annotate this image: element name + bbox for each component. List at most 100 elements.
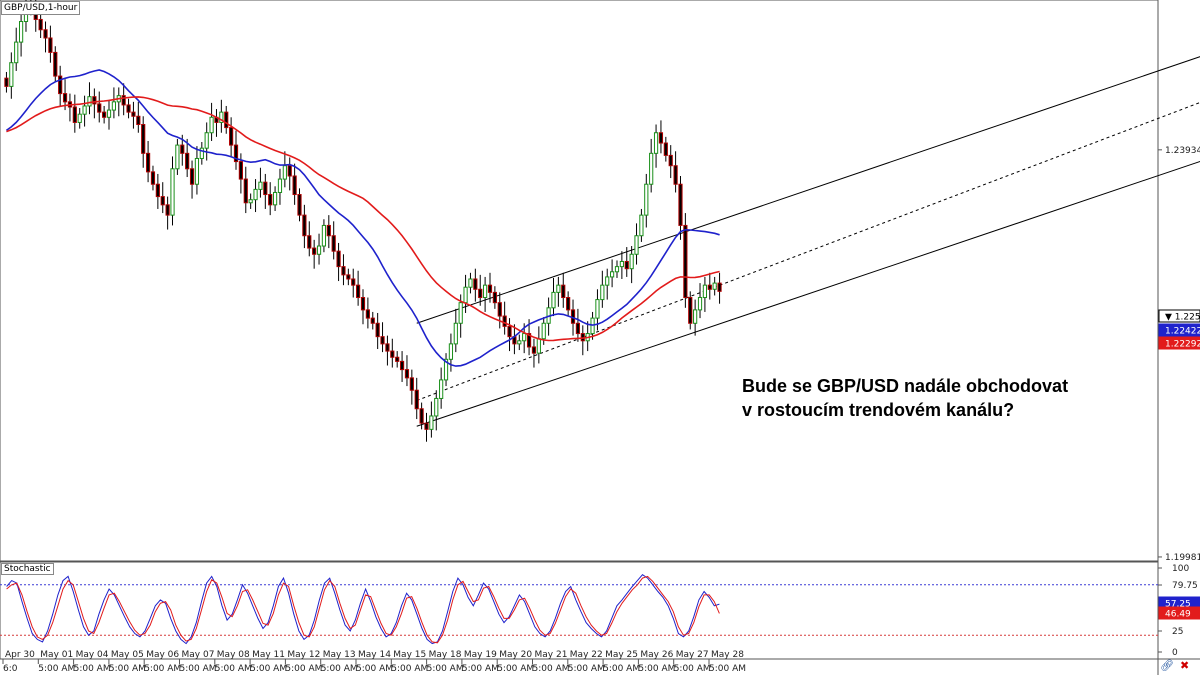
candle-body [131, 111, 136, 117]
candle-body [287, 165, 292, 177]
candle-body [233, 144, 239, 163]
price-tick-label: 1.19981 [1165, 553, 1200, 563]
time-tick-label: May 13 [323, 650, 356, 660]
close-icon[interactable]: ✖ [1179, 660, 1190, 672]
current-price-label-bg [1158, 309, 1200, 323]
candle-body [209, 116, 214, 134]
time-tick-label: 5:00 AM [462, 664, 499, 674]
candle-body [77, 113, 82, 123]
candle-body [566, 297, 571, 311]
candle-body [224, 111, 229, 129]
candle-body [380, 336, 385, 345]
candle-body [468, 278, 473, 288]
candle-body [683, 224, 688, 299]
candle-body [4, 77, 9, 87]
time-tick-label: May 18 [429, 650, 462, 660]
stoch-k-value-label: 57.25 [1165, 600, 1191, 610]
channel-middle-line [416, 101, 1200, 401]
candle-body [497, 302, 502, 317]
time-tick-label: 5:00 AM [638, 664, 675, 674]
candle-body [341, 266, 346, 276]
candle-body [522, 333, 527, 342]
candle-body [697, 297, 703, 311]
time-tick-label: 5:00 AM [603, 664, 640, 674]
candle-body [370, 317, 375, 324]
time-tick-label: 5:00 AM [38, 664, 75, 674]
candle-body [316, 245, 322, 255]
time-tick-label: May 25 [605, 650, 638, 660]
candle-body [463, 286, 468, 304]
time-tick-label: May 08 [217, 650, 250, 660]
time-tick-label: Apr 30 [5, 650, 35, 660]
time-tick-label: May 28 [711, 650, 744, 660]
candle-body [409, 377, 414, 391]
annotation-line-1: Bude se GBP/USD nadále obchodovat [742, 376, 1069, 396]
candle-body [610, 271, 615, 278]
candle-body [243, 178, 248, 204]
candle-body [453, 322, 458, 345]
time-tick-label: May 11 [252, 650, 285, 660]
candle-body [307, 235, 312, 249]
candle-body [14, 41, 19, 64]
candle-body [199, 147, 204, 159]
candle-body [62, 93, 68, 103]
stoch-tick-label: 0 [1172, 648, 1178, 658]
time-tick-label: 5:00 AM [321, 664, 358, 674]
candle-body [663, 142, 668, 156]
candle-body [531, 346, 537, 354]
time-tick-label: 5:00 AM [109, 664, 146, 674]
chart-title: GBP/USD,1-hour [1, 1, 81, 15]
candle-body [561, 284, 566, 299]
footer-icons: 🔗︎ ✖ [1160, 659, 1200, 675]
candle-body [385, 343, 390, 352]
candle-body [111, 101, 116, 111]
candle-body [9, 62, 14, 87]
candle-body [282, 165, 287, 180]
candle-body [653, 132, 659, 154]
candle-body [18, 21, 24, 43]
candle-body [360, 297, 366, 311]
time-tick-label: May 12 [287, 650, 320, 660]
candle-body [297, 194, 302, 216]
candle-body [155, 183, 160, 198]
link-icon[interactable]: 🔗︎ [1160, 660, 1174, 672]
candle-body [424, 422, 429, 430]
candle-body [702, 284, 708, 299]
candle-body [551, 291, 556, 309]
candle-body [502, 315, 507, 327]
time-tick-label: May 01 [40, 650, 73, 660]
candle-body [185, 152, 190, 170]
time-tick-label: 5:00 AM [356, 664, 393, 674]
sma-blue-line [5, 69, 720, 367]
candle-body [487, 284, 493, 293]
time-tick-label: 5:00 AM [568, 664, 605, 674]
stoch-tick-label: 25 [1172, 627, 1183, 637]
candle-body [302, 214, 307, 237]
candle-body [180, 144, 185, 154]
time-tick-label: May 06 [146, 650, 179, 660]
candle-body [229, 127, 234, 146]
candle-body [268, 194, 273, 206]
candle-body [434, 397, 439, 417]
time-tick-label: 5:00 AM [709, 664, 746, 674]
candle-body [541, 322, 546, 340]
candle-body [165, 204, 170, 216]
candle-body [517, 340, 522, 345]
candle-body [346, 274, 351, 280]
candle-body [414, 389, 419, 410]
candle-body [605, 276, 610, 286]
candle-body [658, 132, 664, 144]
candle-body [639, 214, 644, 237]
candle-body [219, 111, 224, 123]
candle-body [102, 111, 107, 118]
stoch-d-value-label: 46.49 [1165, 610, 1191, 620]
candle-body [272, 191, 278, 206]
candle-body [175, 144, 180, 170]
stoch-k-line [6, 574, 720, 645]
candle-body [38, 18, 43, 31]
candle-body [644, 183, 649, 216]
time-tick-label: May 26 [640, 650, 673, 660]
